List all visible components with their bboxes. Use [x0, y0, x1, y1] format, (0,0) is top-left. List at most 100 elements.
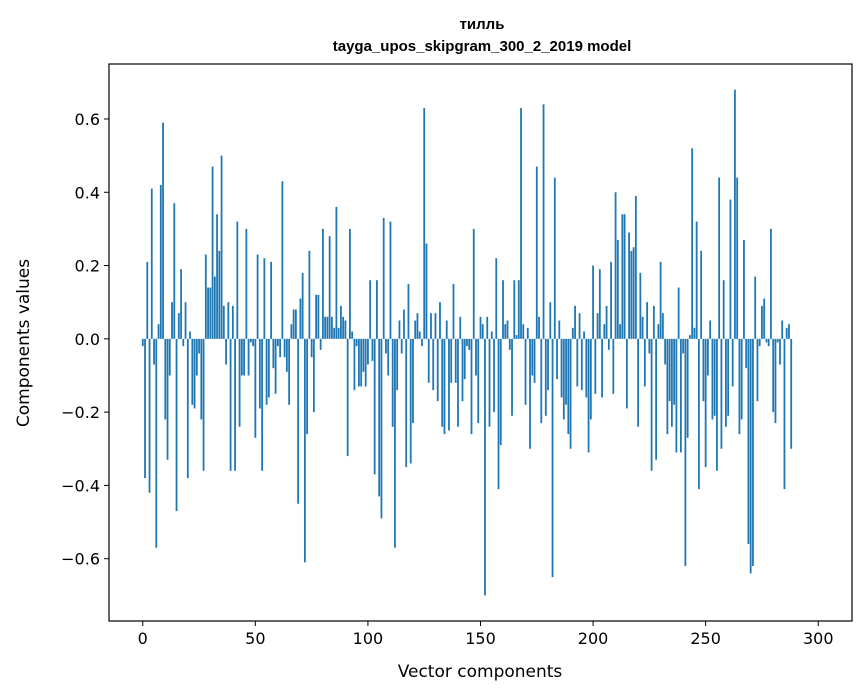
bar	[578, 313, 581, 339]
bar	[270, 261, 273, 339]
y-tick-label: 0.6	[75, 110, 100, 129]
bar	[752, 338, 754, 567]
bar	[666, 338, 669, 435]
bar	[520, 107, 522, 339]
bar	[502, 280, 504, 339]
bar	[274, 338, 277, 394]
bar	[231, 305, 234, 339]
bar	[452, 283, 455, 339]
bar	[389, 221, 392, 339]
bar	[540, 338, 543, 424]
bar	[171, 302, 173, 339]
bar	[180, 269, 182, 339]
bar	[533, 338, 536, 383]
bar	[355, 338, 358, 347]
x-tick-label: 250	[690, 629, 721, 648]
bar	[709, 320, 712, 339]
bar	[475, 338, 477, 376]
bar	[758, 338, 761, 347]
bar	[743, 239, 745, 339]
bar	[765, 338, 768, 343]
bar	[542, 104, 545, 339]
bar	[547, 338, 549, 391]
bar	[315, 294, 318, 339]
bar	[749, 338, 752, 574]
bar	[213, 276, 216, 339]
bar	[369, 280, 372, 339]
bar	[634, 195, 637, 339]
bar	[722, 280, 725, 339]
bar	[585, 338, 588, 398]
bar	[150, 188, 153, 339]
bar	[324, 316, 327, 339]
bar	[468, 338, 471, 350]
bar	[702, 338, 705, 402]
bar	[463, 338, 466, 380]
bar	[243, 338, 245, 376]
bar	[704, 338, 707, 468]
bar	[209, 287, 212, 339]
bar	[200, 338, 203, 420]
bar	[267, 338, 270, 398]
bar	[734, 89, 736, 339]
bar	[405, 338, 408, 468]
bar	[461, 338, 464, 402]
bar	[380, 338, 383, 519]
bar	[252, 338, 254, 347]
bar	[583, 331, 585, 339]
bar	[508, 338, 511, 350]
bar	[342, 316, 345, 339]
bar	[740, 338, 743, 420]
bar	[655, 338, 658, 460]
bar	[263, 258, 266, 339]
bar	[439, 302, 441, 339]
bar	[459, 316, 462, 339]
bar	[526, 327, 529, 339]
bar	[283, 338, 286, 358]
bar	[720, 338, 723, 449]
bar	[639, 272, 642, 339]
y-tick-label: 0.0	[75, 330, 100, 349]
bar	[450, 338, 453, 383]
bar	[240, 338, 243, 376]
bar	[337, 327, 340, 339]
bar	[785, 327, 788, 339]
bar	[310, 338, 313, 358]
bar	[616, 239, 619, 339]
bar	[319, 338, 322, 350]
bar	[409, 338, 412, 464]
bar	[637, 338, 640, 427]
bar	[551, 338, 554, 578]
x-tick-label: 50	[245, 629, 265, 648]
bar	[326, 316, 329, 339]
bar	[511, 338, 513, 416]
bar	[385, 338, 387, 354]
bar	[736, 177, 739, 339]
bar	[177, 313, 180, 339]
bar	[761, 305, 763, 339]
bar	[779, 338, 781, 365]
x-tick-label: 200	[578, 629, 609, 648]
bar	[182, 338, 185, 347]
bar	[184, 302, 187, 339]
bar	[166, 338, 169, 460]
bar	[682, 338, 685, 354]
bar	[623, 214, 626, 339]
bar	[535, 166, 538, 339]
bar	[691, 148, 694, 339]
bar	[249, 338, 252, 343]
bar	[657, 324, 660, 339]
bar	[601, 338, 603, 398]
bar	[144, 338, 146, 479]
bar	[504, 324, 507, 339]
bar	[686, 338, 689, 438]
bar	[731, 338, 734, 387]
bar	[362, 338, 365, 372]
bar	[245, 228, 248, 339]
bar	[303, 338, 306, 563]
bar	[560, 338, 563, 398]
bar	[220, 155, 223, 339]
bar	[168, 338, 171, 376]
bar	[612, 338, 615, 394]
bar	[524, 338, 527, 405]
